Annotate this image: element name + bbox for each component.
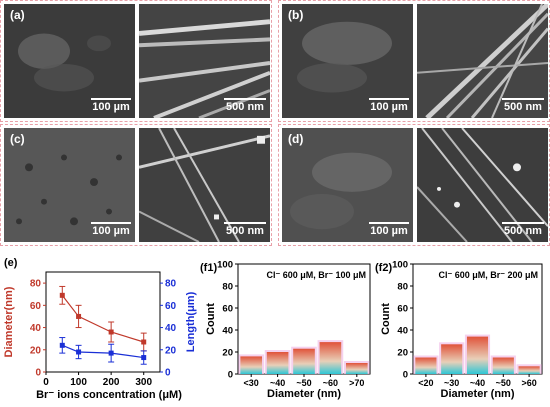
- panel-label: (c): [10, 132, 25, 146]
- sem-image-low-mag: (a) 100 µm: [4, 4, 135, 118]
- histogram-bar: [415, 357, 437, 374]
- right-tick-label: 20: [165, 345, 177, 356]
- scale-bar: 100 µm: [91, 222, 131, 237]
- y-tick-label: 0: [403, 370, 408, 381]
- left-axis-label: Diameter(nm): [3, 286, 15, 357]
- scale-bar: 500 nm: [502, 222, 544, 237]
- plot-frame: [45, 271, 161, 373]
- panel-label: (d): [288, 132, 304, 146]
- x-tick-label: >70: [349, 378, 364, 388]
- right-tick-label: 0: [165, 368, 171, 379]
- x-axis-label: Diameter (nm): [441, 388, 515, 400]
- y-tick-label: 80: [222, 282, 233, 293]
- chart-f1-svg: (f1) 0 20 40 60 80 100 <30 ~40 ~50 ~60 >70 Cl⁻ 600 μ…: [200, 260, 371, 400]
- annotation: Cl⁻ 600 μM, Br⁻ 200 μM: [438, 270, 538, 280]
- x-tick-label: 0: [43, 377, 49, 388]
- scale-bar: 100 µm: [91, 98, 131, 113]
- panel-label: (a): [10, 8, 25, 22]
- y-tick-label: 0: [228, 370, 233, 381]
- data-point: [141, 339, 147, 345]
- y-tick-label: 80: [397, 282, 408, 293]
- y-tick-label: 40: [397, 326, 408, 337]
- data-point: [108, 329, 114, 335]
- scale-bar: 100 µm: [369, 222, 409, 237]
- left-tick-label: 20: [30, 345, 42, 356]
- data-point: [59, 342, 65, 348]
- y-tick-label: 100: [217, 260, 233, 271]
- sem-image-high-mag: 500 nm: [139, 128, 270, 242]
- x-tick-label: ~50: [496, 378, 511, 388]
- chart-e: (e) 0 20 40 60 80 0 20 40 60 80 0 100 200 300 Br⁻ ions …: [0, 252, 200, 402]
- x-tick-label: 300: [135, 377, 152, 388]
- right-tick-label: 40: [165, 323, 177, 334]
- right-tick-label: 80: [165, 279, 177, 290]
- sem-panel-d: (d) 100 µm 500 nm: [278, 124, 550, 246]
- left-tick-label: 40: [30, 323, 42, 334]
- series-line: [62, 344, 144, 359]
- sem-image-low-mag: (b) 100 µm: [282, 4, 413, 118]
- y-axis-label: Count: [205, 303, 217, 335]
- sem-panel-a: (a) 100 µm 500 nm: [0, 0, 272, 122]
- histogram-bar: [492, 357, 514, 374]
- y-axis-label: Count: [380, 303, 392, 335]
- y-tick-label: 60: [397, 304, 408, 315]
- sem-panel-c: (c) 100 µm 500 nm: [0, 124, 272, 246]
- scale-bar: 500 nm: [502, 98, 544, 113]
- x-tick-label: ~50: [296, 378, 311, 388]
- sem-panel-b: (b) 100 µm 500 nm: [278, 0, 550, 122]
- x-axis-label: Diameter (nm): [267, 388, 341, 400]
- scale-bar: 500 nm: [224, 98, 266, 113]
- scale-bar: 100 µm: [369, 98, 409, 113]
- y-tick-label: 60: [222, 304, 233, 315]
- right-axis-label: Length(μm): [185, 291, 197, 352]
- data-point: [141, 355, 147, 361]
- left-tick-label: 0: [35, 368, 41, 379]
- x-tick-label: ~40: [270, 378, 285, 388]
- series-line: [61, 294, 144, 343]
- x-tick-label: 100: [70, 377, 87, 388]
- histogram-bar: [466, 336, 489, 374]
- panel-label: (f1): [200, 262, 217, 274]
- sem-image-low-mag: (c) 100 µm: [4, 128, 135, 242]
- x-tick-label: ~30: [444, 378, 459, 388]
- left-tick-label: 60: [30, 301, 42, 312]
- x-tick-label: ~60: [323, 378, 338, 388]
- y-tick-label: 40: [222, 326, 233, 337]
- chart-f1: (f1) 0 20 40 60 80 100 <30 ~40 ~50 ~60 >70 Cl⁻ 600 μ…: [198, 252, 378, 402]
- data-point: [76, 349, 82, 355]
- chart-f2: (f2) 0 20 40 60 80 100 <20 ~30 ~40 ~50 >60 Cl⁻ 600 μ…: [373, 252, 550, 402]
- x-tick-label: >60: [521, 378, 536, 388]
- y-tick-label: 100: [392, 260, 408, 271]
- left-tick-label: 80: [30, 279, 42, 290]
- x-tick-label: <20: [418, 378, 433, 388]
- histogram-bar: [518, 366, 540, 374]
- data-point: [59, 292, 65, 298]
- panel-label: (b): [288, 8, 304, 22]
- x-tick-label: ~40: [470, 378, 485, 388]
- x-tick-label: 200: [103, 377, 120, 388]
- data-point: [76, 313, 82, 319]
- annotation: Cl⁻ 600 μM, Br⁻ 100 μM: [266, 270, 366, 280]
- sem-image-high-mag: 500 nm: [417, 4, 548, 118]
- sem-image-low-mag: (d) 100 µm: [282, 128, 413, 242]
- x-tick-label: <30: [244, 378, 259, 388]
- histogram-bar: [266, 352, 289, 374]
- histogram-bar: [319, 342, 342, 374]
- y-tick-label: 20: [397, 348, 408, 359]
- panel-label: (e): [4, 257, 18, 269]
- sem-image-high-mag: 500 nm: [417, 128, 548, 242]
- data-point: [108, 350, 114, 356]
- right-tick-label: 60: [165, 301, 177, 312]
- histogram-bar: [293, 348, 315, 374]
- x-axis-label: Br⁻ ions concentration (μM): [36, 389, 182, 401]
- scale-bar: 500 nm: [224, 222, 266, 237]
- histogram-bar: [441, 344, 463, 374]
- y-tick-label: 20: [222, 348, 233, 359]
- sem-image-high-mag: 500 nm: [139, 4, 270, 118]
- panel-label: (f2): [375, 262, 392, 274]
- histogram-bar: [240, 356, 263, 374]
- histogram-bar: [345, 363, 368, 374]
- chart-f2-svg: (f2) 0 20 40 60 80 100 <20 ~30 ~40 ~50 >60 Cl⁻ 600 μ…: [375, 260, 543, 400]
